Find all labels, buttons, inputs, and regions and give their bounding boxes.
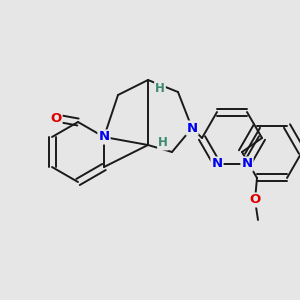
Text: N: N	[242, 158, 253, 170]
Text: O: O	[50, 112, 62, 124]
Text: H: H	[158, 136, 168, 149]
Text: O: O	[249, 194, 261, 206]
Text: N: N	[212, 158, 223, 170]
Text: N: N	[186, 122, 198, 134]
Text: N: N	[98, 130, 110, 143]
Text: H: H	[155, 82, 165, 94]
